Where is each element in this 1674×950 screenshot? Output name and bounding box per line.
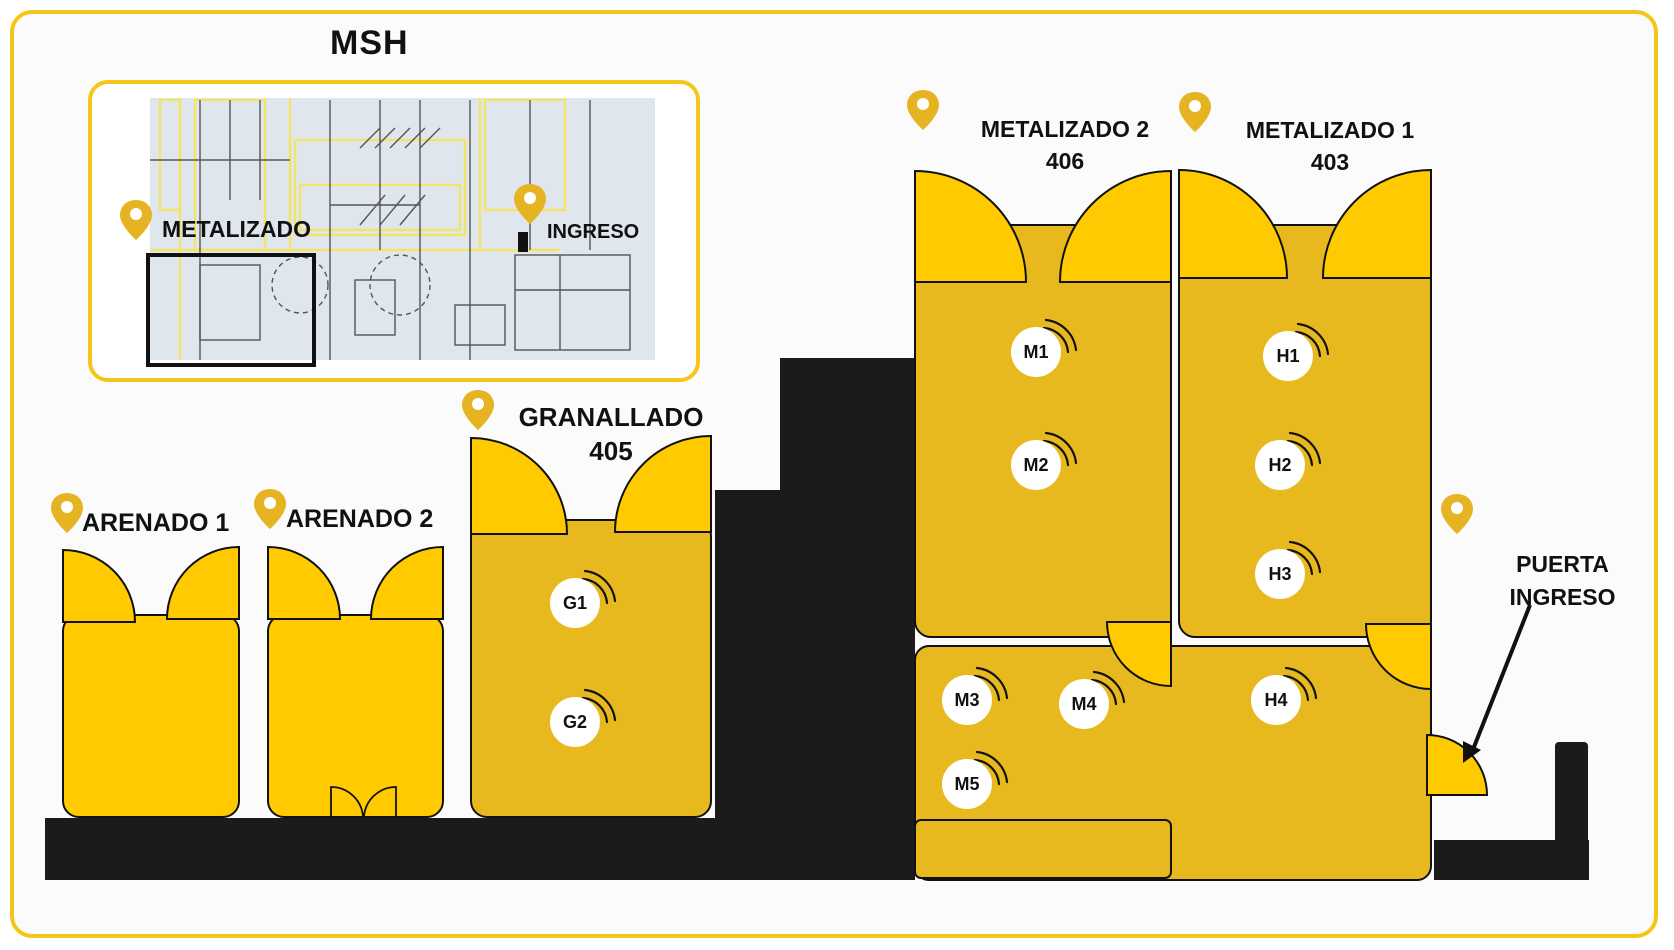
svg-text:G1: G1: [563, 593, 587, 613]
svg-text:M3: M3: [954, 690, 979, 710]
metalizado2-name: METALIZADO 2: [980, 116, 1150, 142]
metalizado1-code: 403: [1310, 149, 1350, 176]
svg-text:M1: M1: [1023, 342, 1048, 362]
granallado-room: [470, 434, 712, 818]
metalizado2-pin-icon: [907, 90, 939, 130]
svg-text:H1: H1: [1276, 346, 1299, 366]
metalizado1-room: [1178, 168, 1432, 638]
sensor-g1[interactable]: G1: [550, 569, 617, 628]
svg-text:H2: H2: [1268, 455, 1291, 475]
metalizado2-room: [914, 169, 1172, 638]
sensor-m2[interactable]: M2: [1011, 431, 1078, 490]
arenado1-label: ARENADO 1: [82, 509, 230, 537]
granallado-name: GRANALLADO: [518, 402, 704, 432]
sensor-h4[interactable]: H4: [1251, 666, 1318, 725]
sensor-m3[interactable]: M3: [942, 666, 1009, 725]
arenado1-room: [62, 545, 240, 818]
arenado1-pin-icon: [51, 493, 83, 533]
puerta-ingreso-pin-icon: [1441, 494, 1473, 534]
sensor-h3[interactable]: H3: [1255, 540, 1322, 599]
sensor-m5[interactable]: M5: [942, 750, 1009, 809]
sensor-h2[interactable]: H2: [1255, 431, 1322, 490]
overview-label-metalizado: METALIZADO: [162, 216, 312, 242]
puerta-ingreso-line1: PUERTA: [1516, 551, 1609, 577]
overview-inset: [88, 80, 700, 382]
sensor-m4[interactable]: M4: [1059, 670, 1126, 729]
map-title: MSH: [330, 24, 409, 62]
sensor-m1[interactable]: M1: [1011, 318, 1078, 377]
puerta-ingreso-line2: INGRESO: [1509, 584, 1616, 611]
metalizado1-label: METALIZADO 1 403: [1235, 117, 1425, 176]
svg-text:M4: M4: [1071, 694, 1096, 714]
arenado2-label: ARENADO 2: [286, 505, 434, 533]
sensor-g2[interactable]: G2: [550, 688, 617, 747]
svg-text:M2: M2: [1023, 455, 1048, 475]
svg-text:M5: M5: [954, 774, 979, 794]
entrance-arrow: [1463, 604, 1532, 763]
metalizado2-label: METALIZADO 2 406: [965, 116, 1165, 175]
metalizado1-name: METALIZADO 1: [1245, 117, 1415, 143]
svg-text:H4: H4: [1264, 690, 1287, 710]
sensor-h1[interactable]: H1: [1263, 322, 1330, 381]
metalizado1-pin-icon: [1179, 92, 1211, 132]
svg-text:H3: H3: [1268, 564, 1291, 584]
metalizado2-code: 406: [1045, 148, 1085, 175]
granallado-pin-icon: [462, 390, 494, 430]
floor-base: [45, 358, 1589, 880]
svg-text:G2: G2: [563, 712, 587, 732]
arenado2-pin-icon: [254, 489, 286, 529]
lower-hall-room: [914, 621, 1489, 881]
overview-label-ingreso: INGRESO: [547, 221, 640, 243]
arenado2-room: [267, 545, 444, 818]
puerta-ingreso-label: PUERTA INGRESO: [1490, 548, 1635, 615]
granallado-code: 405: [589, 435, 633, 466]
granallado-label: GRANALLADO 405: [500, 402, 722, 467]
